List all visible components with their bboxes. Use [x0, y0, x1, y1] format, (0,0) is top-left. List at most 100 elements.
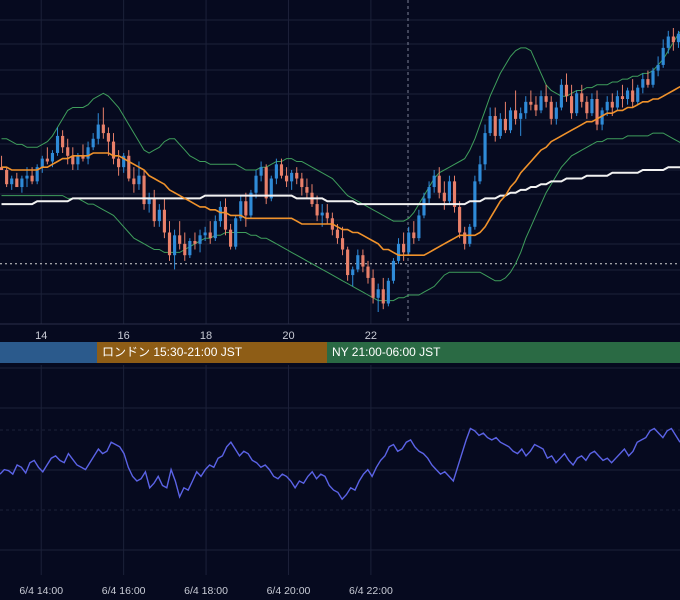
candle-body [259, 167, 263, 176]
candle-body [391, 260, 396, 281]
candle-body [50, 152, 55, 162]
candle-body [81, 155, 85, 159]
candle-body [366, 266, 370, 278]
candle-body [86, 147, 90, 159]
bollinger-lower-line [1, 132, 680, 302]
candle-body [575, 93, 579, 114]
candle-body [122, 155, 126, 168]
osc-x-tick-label: 6/4 14:00 [19, 585, 63, 597]
candle-body [5, 170, 9, 185]
candle-body [356, 255, 360, 270]
candle-body [412, 232, 416, 239]
candle-body [544, 96, 548, 102]
candle-body [376, 289, 380, 298]
candle-body [157, 209, 161, 222]
candle-body [101, 124, 105, 134]
osc-x-tick-label: 6/4 16:00 [102, 585, 146, 597]
candle-body [127, 155, 131, 179]
candle-body [254, 175, 258, 193]
candle-body [580, 93, 584, 102]
candle-body [290, 172, 294, 182]
moving-average-short-line [1, 85, 680, 256]
candle-body [239, 201, 243, 219]
candle-body [137, 175, 141, 185]
candle-body [514, 110, 518, 119]
candle-body [91, 138, 95, 148]
candle-body [381, 289, 385, 304]
candle-body [651, 70, 655, 85]
candle-body [407, 232, 411, 253]
candle-body [402, 243, 406, 253]
candle-body [223, 206, 228, 230]
candle-body [458, 206, 462, 233]
candle-body [595, 99, 599, 125]
candle-body [15, 178, 19, 188]
candle-body [422, 198, 426, 216]
candle-body [610, 101, 614, 108]
candle-body [549, 101, 553, 119]
session-band-london: ロンドン 15:30-21:00 JST [97, 342, 327, 363]
candle-body [361, 255, 365, 267]
candle-body [264, 167, 268, 199]
candle-body [35, 167, 39, 182]
candle-body [167, 232, 172, 256]
moving-average-long-line [1, 166, 680, 206]
candle-body [417, 215, 421, 239]
candle-body [534, 104, 538, 111]
candle-body [269, 178, 273, 199]
session-ny-label: NY 21:00-06:00 JST [332, 345, 441, 359]
price-x-tick-label: 20 [282, 330, 294, 342]
candle-body [213, 221, 217, 239]
candle-body [625, 90, 630, 99]
candle-body [25, 175, 29, 179]
candle-body [503, 118, 507, 131]
candle-body [30, 175, 34, 182]
candle-body [539, 96, 543, 111]
candle-body [396, 243, 401, 261]
osc-x-tick-label: 6/4 20:00 [267, 585, 311, 597]
candle-body [198, 235, 202, 244]
candle-body [284, 175, 289, 182]
price-x-tick-label: 14 [35, 330, 47, 342]
candle-body [585, 101, 589, 114]
candle-body [463, 232, 467, 244]
candle-body [295, 172, 299, 179]
candle-body [519, 113, 523, 119]
candle-body [437, 175, 441, 193]
candle-body [641, 79, 645, 88]
candle-body [636, 87, 640, 102]
candle-body [386, 280, 390, 304]
candle-body [569, 96, 574, 114]
osc-x-tick-label: 6/4 18:00 [184, 585, 228, 597]
candle-body [208, 232, 212, 239]
candle-body [524, 101, 528, 114]
candle-body [508, 110, 513, 131]
candle-body [203, 232, 207, 236]
candle-body [498, 118, 502, 136]
candle-body [10, 178, 14, 185]
candle-body [96, 124, 100, 139]
candle-body [279, 164, 284, 176]
candle-body [447, 181, 452, 202]
candle-body [346, 249, 350, 276]
candle-body [300, 178, 304, 188]
candle-body [427, 187, 431, 199]
session-band-tokyo [0, 342, 97, 363]
osc-x-tick-label: 6/4 22:00 [349, 585, 393, 597]
candle-body [646, 79, 650, 85]
candle-body [71, 155, 75, 165]
candle-body [554, 107, 558, 119]
bollinger-upper-line [1, 31, 680, 222]
candle-body [473, 181, 477, 227]
candle-body [666, 36, 670, 48]
candle-body [335, 229, 340, 239]
candle-body [590, 99, 594, 114]
candle-body [111, 141, 116, 159]
candle-body [228, 229, 233, 247]
candle-body [325, 212, 329, 219]
candle-body [55, 135, 60, 153]
candle-body [0, 167, 4, 170]
price-x-tick-label: 16 [118, 330, 130, 342]
